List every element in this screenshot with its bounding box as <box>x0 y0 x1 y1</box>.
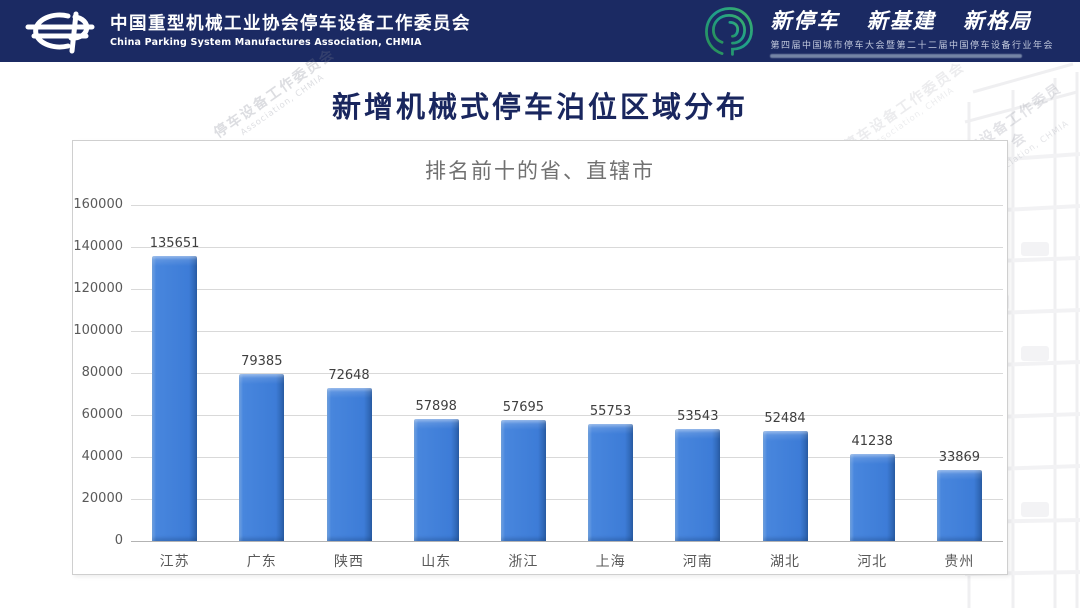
chmia-cp-logo-icon <box>25 11 95 54</box>
x-category-label: 河南 <box>682 554 713 570</box>
bar-value-label: 79385 <box>241 354 283 370</box>
gridline <box>131 457 1003 458</box>
x-category-label: 上海 <box>595 554 626 570</box>
bar <box>239 374 285 541</box>
bar-value-label: 57898 <box>415 399 457 415</box>
y-tick-label: 160000 <box>73 197 123 212</box>
header-left-group: 中国重型机械工业协会停车设备工作委员会 China Parking System… <box>22 7 471 55</box>
bar-value-label: 33869 <box>938 449 981 465</box>
chart-title: 排名前十的省、直辖市 <box>425 159 655 183</box>
gridline <box>131 205 1003 206</box>
x-category-label: 广东 <box>246 554 277 570</box>
org-name-block: 中国重型机械工业协会停车设备工作委员会 China Parking System… <box>110 14 471 49</box>
bar <box>762 430 808 541</box>
x-category-label: 浙江 <box>508 554 539 570</box>
gridline <box>131 289 1003 290</box>
slogan-part-2: 新基建 <box>866 7 936 33</box>
event-slogan: 新停车 新基建 新格局 <box>770 5 1054 35</box>
bar <box>413 419 459 541</box>
page-title: 新增机械式停车泊位区域分布 <box>331 90 748 124</box>
org-name-en: China Parking System Manufactures Associ… <box>110 37 422 49</box>
bar-value-label: 55753 <box>589 403 632 419</box>
y-tick-label: 120000 <box>73 281 123 296</box>
gridline <box>131 247 1003 248</box>
chart-panel: 排名前十的省、直辖市 0 20000 40000 60000 80000 100000 12… <box>72 140 1008 575</box>
header-bar: 中国重型机械工业协会停车设备工作委员会 China Parking System… <box>0 0 1080 62</box>
x-category-label: 湖北 <box>769 554 800 570</box>
x-category-label: 河北 <box>857 554 888 570</box>
x-category-label: 贵州 <box>944 554 975 570</box>
x-category-label: 山东 <box>421 554 452 570</box>
org-name-cn: 中国重型机械工业协会停车设备工作委员会 <box>110 13 471 34</box>
slogan-part-1: 新停车 <box>770 7 840 33</box>
bar-value-label: 41238 <box>851 434 893 450</box>
gridline <box>131 373 1003 374</box>
bar <box>326 388 372 541</box>
bar-value-label: 57695 <box>502 399 545 415</box>
y-tick-label: 0 <box>114 533 123 548</box>
header-right-group: 新停车 新基建 新格局 第四届中国城市停车大会暨第二十二届中国停车设备行业年会 <box>702 5 1054 58</box>
event-block: 新停车 新基建 新格局 第四届中国城市停车大会暨第二十二届中国停车设备行业年会 <box>770 5 1054 58</box>
bar <box>500 419 546 541</box>
bar-value-label: 53543 <box>677 408 719 424</box>
x-category-label: 江苏 <box>159 554 190 570</box>
x-category-label: 陕西 <box>333 554 364 570</box>
gridline <box>131 331 1003 332</box>
y-tick-label: 80000 <box>81 365 123 380</box>
bar <box>152 256 198 541</box>
bar-value-label: 52484 <box>764 410 806 426</box>
event-subtitle: 第四届中国城市停车大会暨第二十二届中国停车设备行业年会 <box>770 40 1054 51</box>
bar <box>849 454 895 541</box>
bar-value-label: 72648 <box>328 368 370 384</box>
y-tick-label: 140000 <box>73 239 123 254</box>
slogan-part-3: 新格局 <box>963 7 1033 33</box>
y-tick-label: 60000 <box>81 407 123 422</box>
event-subtitle-en-blur <box>770 53 1023 58</box>
parking-p-logo-icon <box>705 7 754 56</box>
bar <box>675 428 721 541</box>
plot-area: 0 20000 40000 60000 80000 100000 120000 140000 1… <box>73 141 1007 574</box>
x-axis-line <box>131 541 1003 542</box>
y-tick-label: 20000 <box>81 491 123 506</box>
y-tick-label: 40000 <box>81 449 123 464</box>
gridline <box>131 415 1003 416</box>
gridline <box>131 499 1003 500</box>
bar <box>936 469 982 541</box>
y-tick-label: 100000 <box>73 323 123 338</box>
bar-value-label: 135651 <box>149 236 200 252</box>
bar <box>588 423 634 541</box>
